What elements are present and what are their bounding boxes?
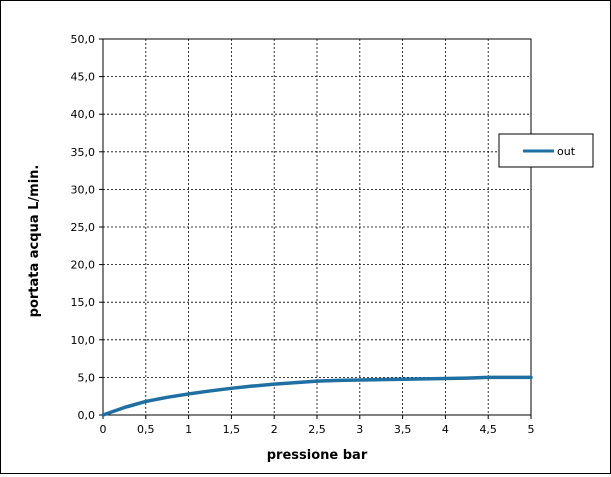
grid <box>103 39 531 415</box>
x-tick-label: 4 <box>442 423 449 436</box>
axes <box>99 38 532 419</box>
x-tick-label: 1,5 <box>223 423 241 436</box>
legend-label-out: out <box>557 145 576 158</box>
x-tick-label: 0,5 <box>137 423 155 436</box>
y-tick-label: 20,0 <box>71 259 96 272</box>
y-tick-label: 30,0 <box>71 183 96 196</box>
y-tick-label: 15,0 <box>71 296 96 309</box>
x-tick-label: 5 <box>528 423 535 436</box>
x-tick-label: 4,5 <box>479 423 497 436</box>
x-tick-label: 3 <box>356 423 363 436</box>
x-tick-label: 0 <box>100 423 107 436</box>
y-tick-label: 10,0 <box>71 334 96 347</box>
series-line-out <box>101 375 533 417</box>
y-tick-label: 0,0 <box>78 409 96 422</box>
legend: out <box>498 133 594 168</box>
plot-area-border <box>102 38 532 416</box>
y-axis-label: portata acqua L/min. <box>27 165 42 318</box>
y-tick-label: 5,0 <box>78 371 96 384</box>
y-tick-label: 50,0 <box>71 33 96 46</box>
y-tick-label: 25,0 <box>71 221 96 234</box>
tick-labels: 0 0,5 1 1,5 2 2,5 3 3,5 4 4,5 50,05,010,015,020,02… <box>71 33 535 436</box>
y-tick-label: 40,0 <box>71 108 96 121</box>
x-tick-label: 2 <box>271 423 278 436</box>
x-tick-label: 3,5 <box>394 423 412 436</box>
x-axis-label: pressione bar <box>267 448 368 463</box>
x-tick-label: 1 <box>185 423 192 436</box>
series <box>101 375 533 417</box>
y-tick-label: 45,0 <box>71 71 96 84</box>
x-tick-label: 2,5 <box>308 423 326 436</box>
y-tick-label: 35,0 <box>71 146 96 159</box>
